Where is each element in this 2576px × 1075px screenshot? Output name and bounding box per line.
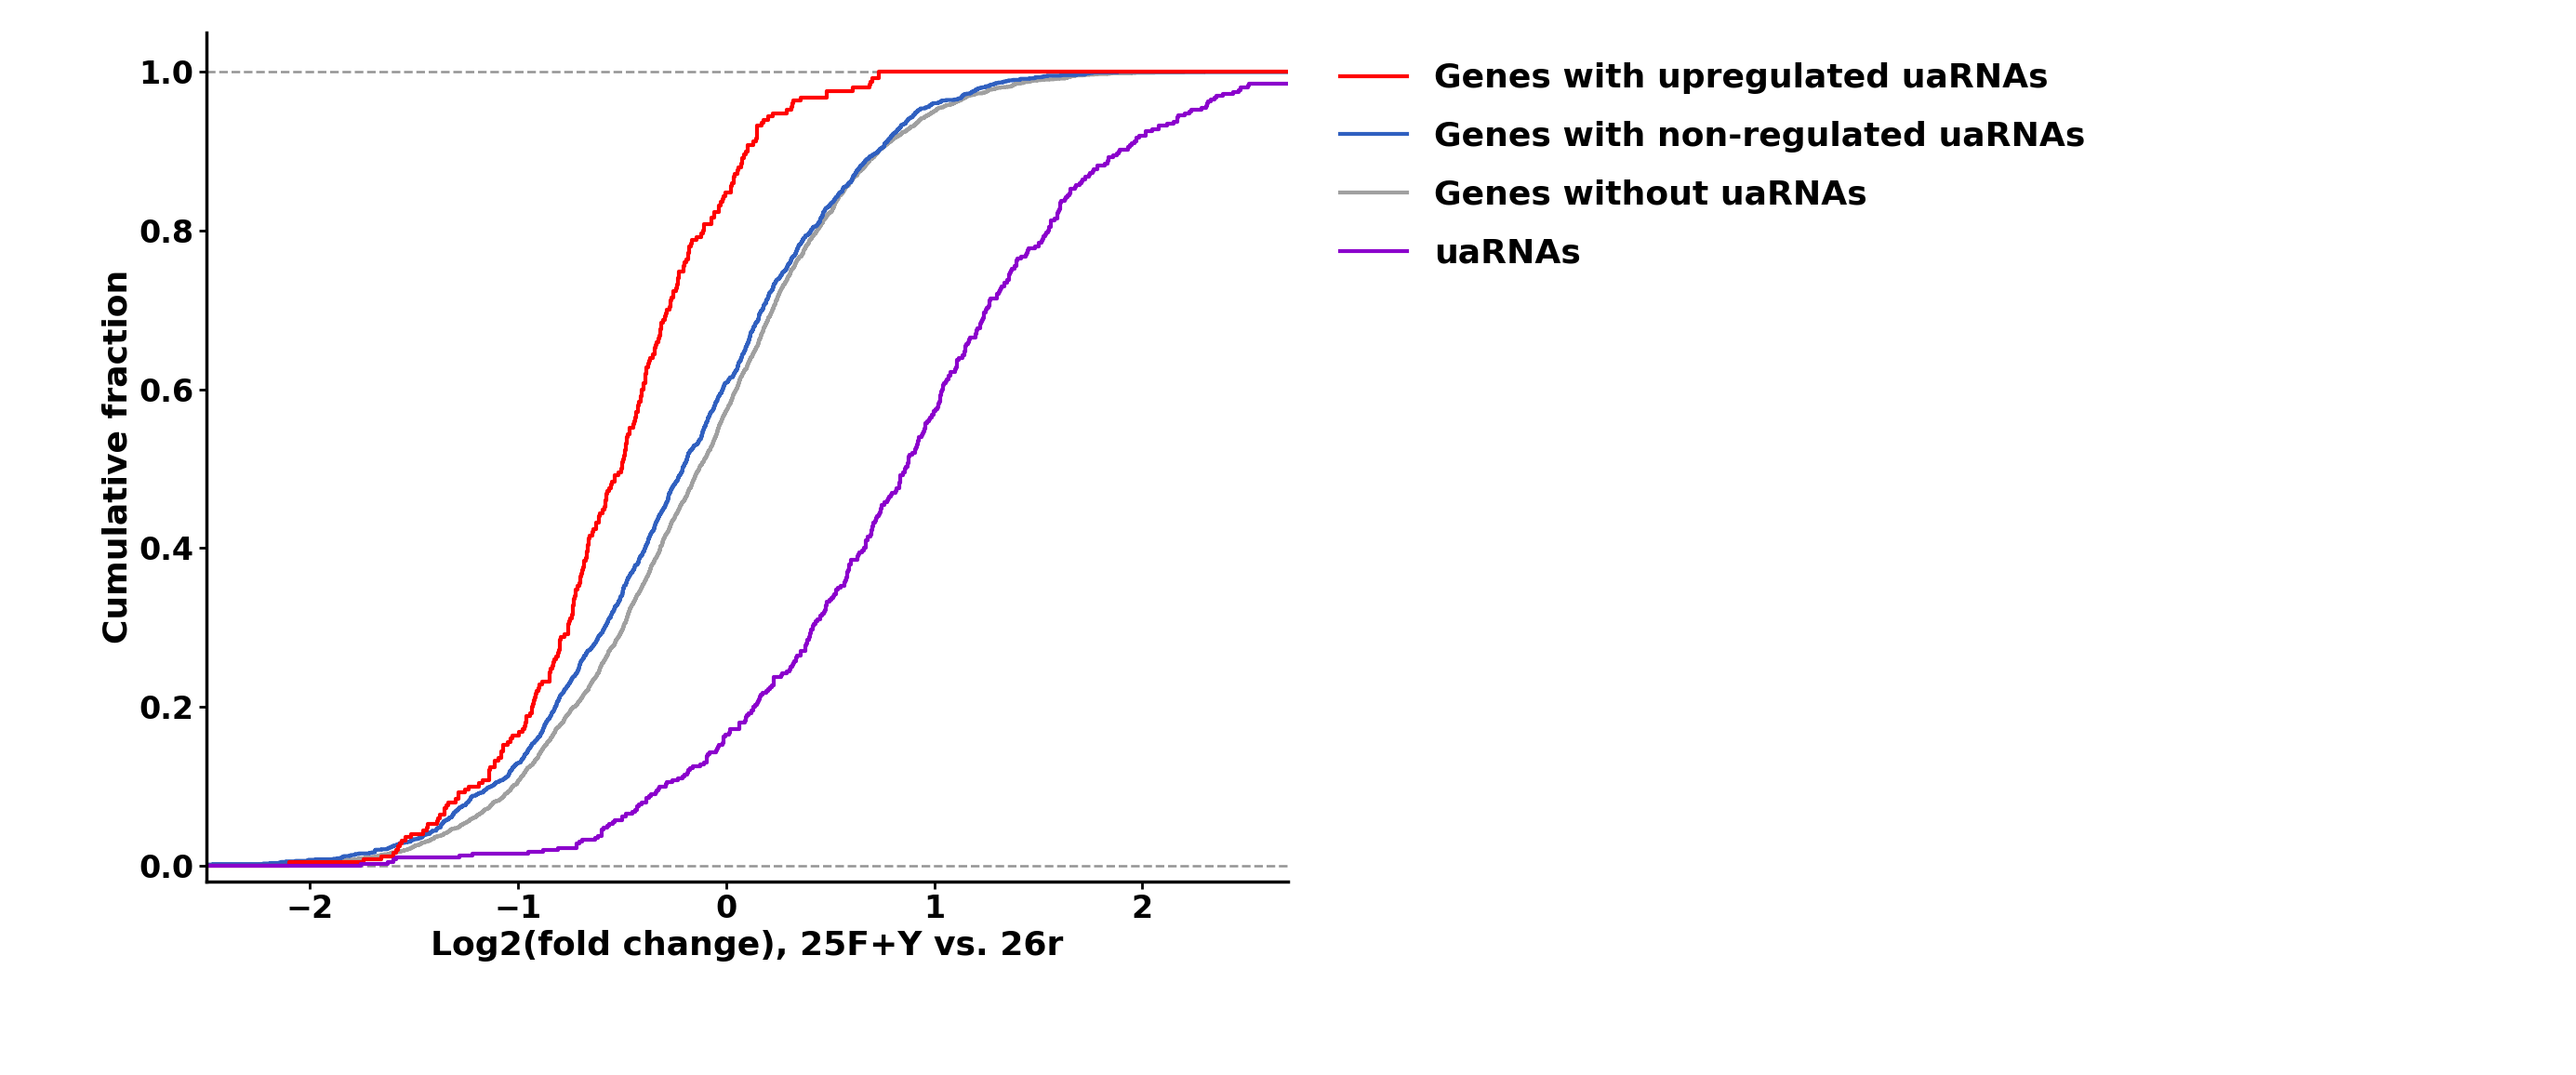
Y-axis label: Cumulative fraction: Cumulative fraction: [103, 270, 134, 644]
Legend: Genes with upregulated uaRNAs, Genes with non-regulated uaRNAs, Genes without ua: Genes with upregulated uaRNAs, Genes wit…: [1327, 49, 2099, 283]
X-axis label: Log2(fold change), 25F+Y vs. 26r: Log2(fold change), 25F+Y vs. 26r: [430, 930, 1064, 961]
